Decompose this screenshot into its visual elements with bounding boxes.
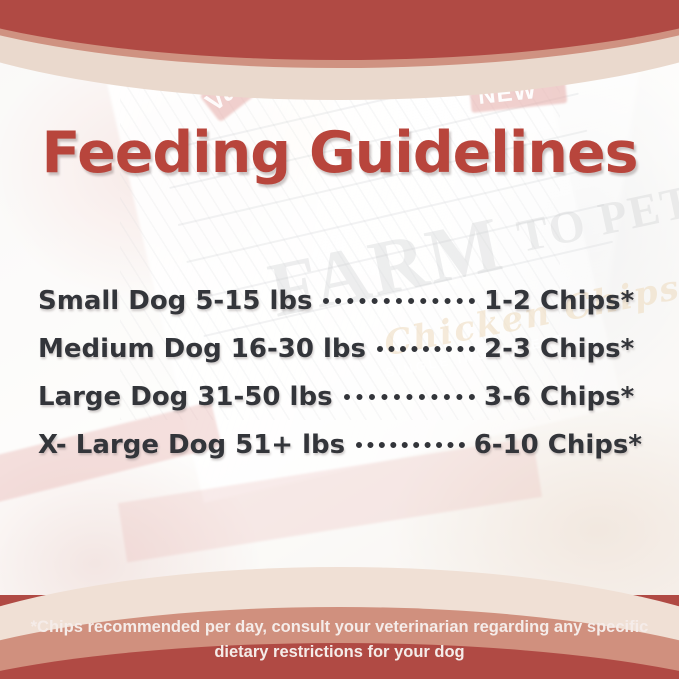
row-label-xlarge-dog: X- Large Dog 51+ lbs xyxy=(38,430,346,460)
footnote-text: *Chips recommended per day, consult your… xyxy=(30,618,649,661)
table-row: Large Dog 31-50 lbs 3-6 Chips* xyxy=(38,379,642,427)
row-value-large-dog: 3-6 Chips* xyxy=(484,382,635,412)
table-row: Small Dog 5-15 lbs 1-2 Chips* xyxy=(38,283,642,331)
row-value-xlarge-dog: 6-10 Chips* xyxy=(473,430,642,460)
dot-leader xyxy=(377,331,475,357)
dot-leader xyxy=(343,379,475,405)
feeding-table: Small Dog 5-15 lbs 1-2 Chips* Medium Dog… xyxy=(38,283,642,475)
table-row: X- Large Dog 51+ lbs 6-10 Chips* xyxy=(38,427,642,475)
row-label-medium-dog: Medium Dog 16-30 lbs xyxy=(38,334,366,364)
row-label-small-dog: Small Dog 5-15 lbs xyxy=(38,286,313,316)
row-label-large-dog: Large Dog 31-50 lbs xyxy=(38,382,333,412)
row-value-medium-dog: 2-3 Chips* xyxy=(484,334,635,364)
dot-leader xyxy=(356,427,465,453)
row-value-small-dog: 1-2 Chips* xyxy=(484,286,635,316)
table-row: Medium Dog 16-30 lbs 2-3 Chips* xyxy=(38,331,642,379)
page-title: Feeding Guidelines xyxy=(41,120,638,186)
dot-leader xyxy=(323,283,475,309)
